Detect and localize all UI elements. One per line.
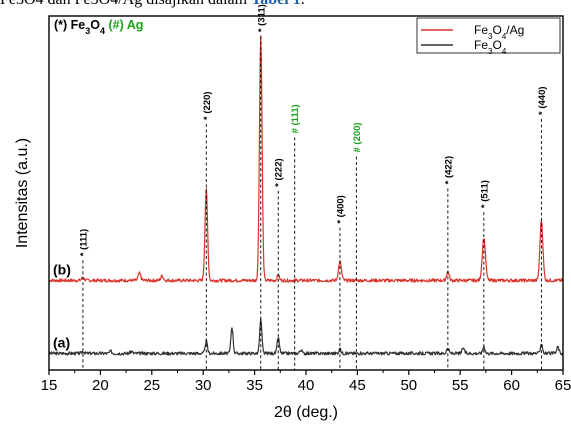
legend-part: O: [492, 23, 501, 37]
peak-label: * (422): [443, 156, 454, 185]
peak-label: * (311): [256, 4, 267, 32]
x-tick-label: 40: [298, 377, 315, 394]
legend-part: O: [492, 38, 501, 52]
x-axis-title: 2θ (deg.): [274, 404, 338, 421]
chart-title-text: (*) Fe3O4 (#) Ag: [54, 18, 143, 36]
x-tick-label: 45: [349, 377, 366, 394]
x-tick-label: 60: [503, 377, 520, 394]
caption-text: Fe3O4 dan Fe3O4/Ag disajikan dalam: [0, 0, 251, 8]
peak-label: # (200): [352, 122, 363, 152]
title-part: (*) Fe: [54, 18, 85, 32]
y-axis-title: Intensitas (a.u.): [14, 138, 31, 248]
legend-part: 3: [488, 47, 493, 56]
series-line-1: [48, 318, 564, 356]
title-part: 3: [85, 26, 90, 36]
curve-tag-0: (b): [53, 261, 71, 277]
title-part: 4: [100, 26, 105, 36]
peak-label: * (222): [274, 158, 285, 187]
x-tick-label: 25: [143, 377, 160, 394]
title-part: (#) Ag: [105, 18, 143, 32]
curve-tags: (b) (a): [53, 261, 71, 350]
x-tick-label: 50: [400, 377, 417, 394]
curve-tag-1: (a): [53, 334, 70, 350]
x-tick-label: 15: [41, 377, 58, 394]
x-tick-label: 35: [246, 377, 263, 394]
x-tick-label: 30: [195, 377, 212, 394]
peak-label: # (111): [290, 104, 301, 133]
x-tick-label: 65: [555, 377, 571, 394]
peak-label: * (511): [479, 180, 490, 208]
caption-end: .: [301, 0, 305, 8]
series-layer: [48, 35, 564, 356]
legend-part: 4: [502, 47, 507, 56]
legend-label-1: Fe3O4: [474, 38, 507, 56]
peak-label: * (111): [78, 229, 89, 256]
x-tick-label: 20: [92, 377, 109, 394]
series-line-0: [48, 35, 564, 283]
peak-label: * (440): [537, 86, 548, 115]
title-part: O: [90, 18, 100, 32]
legend-part: 4: [502, 32, 507, 41]
legend-label-0: Fe3O4/Ag: [474, 23, 524, 41]
caption-top: Fe3O4 dan Fe3O4/Ag disajikan dalam Tabel…: [0, 0, 571, 11]
axis-layer: 15 20 25 30 35 40 45 50 55 60 65: [41, 370, 571, 394]
legend-part: 3: [488, 32, 493, 41]
peak-label: * (220): [202, 91, 213, 120]
table-reference-link[interactable]: Tabel 1: [251, 0, 301, 8]
legend-box: [416, 17, 561, 54]
peak-label: * (400): [335, 195, 346, 224]
chart-title: (*) Fe3O4 (#) Ag: [54, 18, 143, 36]
legend-part: /Ag: [506, 23, 524, 37]
legend-main: Fe: [474, 23, 488, 37]
legend-main: Fe: [474, 38, 488, 52]
x-tick-label: 55: [452, 377, 469, 394]
annotation-layer: * (111) * (220) * (311) * (222) # (111) * (40…: [78, 4, 548, 370]
